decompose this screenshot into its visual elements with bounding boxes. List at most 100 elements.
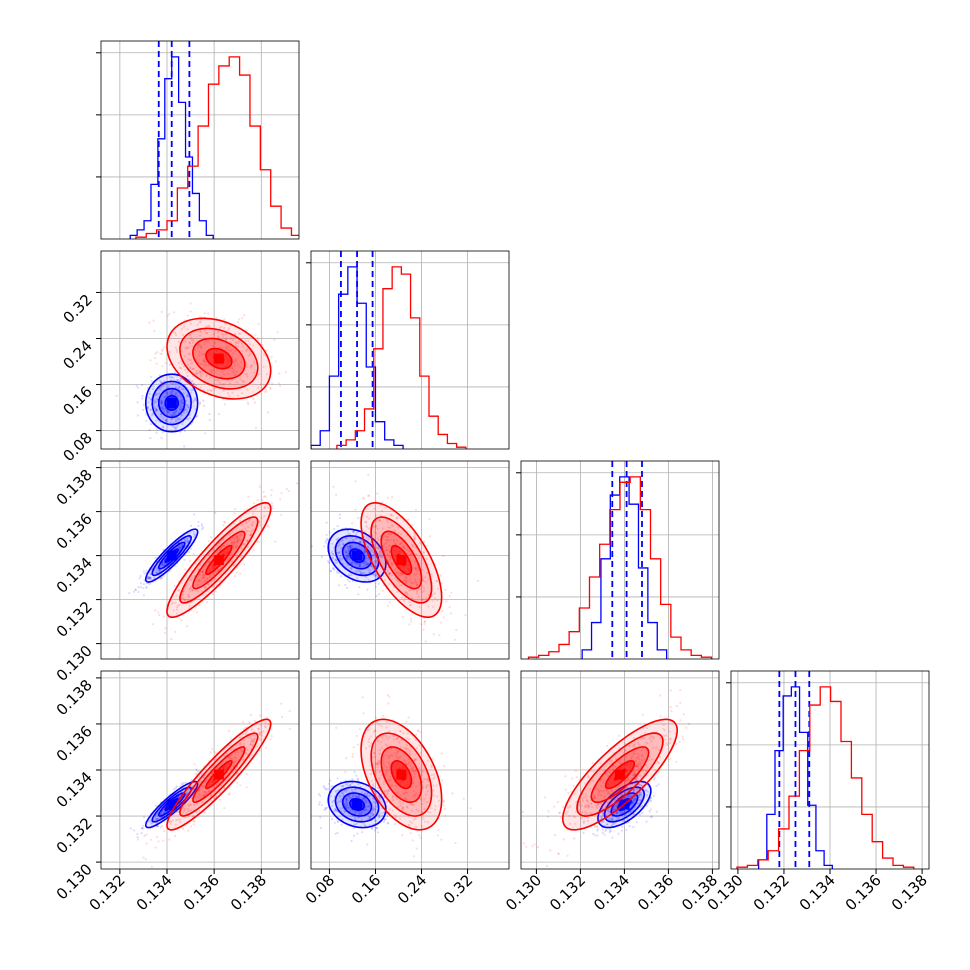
scatter-point — [337, 551, 340, 554]
scatter-point — [254, 334, 257, 337]
scatter-point — [353, 818, 356, 821]
scatter-point — [235, 554, 238, 557]
scatter-point — [651, 758, 654, 761]
scatter-point — [352, 823, 355, 826]
scatter-point — [210, 371, 213, 374]
contour-blue — [144, 373, 199, 433]
scatter-point — [398, 574, 401, 577]
scatter-point — [199, 401, 202, 404]
scatter-point — [142, 824, 145, 827]
scatter-point — [168, 376, 171, 379]
scatter-point — [639, 774, 642, 777]
scatter-point — [346, 806, 349, 809]
histogram-step-red — [736, 686, 915, 869]
scatter-point — [414, 825, 418, 828]
scatter-point — [375, 559, 378, 562]
scatter-point — [229, 538, 232, 541]
scatter-point — [588, 806, 591, 809]
scatter-point — [185, 399, 188, 403]
scatter-point — [597, 802, 600, 805]
scatter-point — [351, 544, 354, 548]
scatter-point — [190, 796, 193, 800]
scatter-point — [147, 401, 150, 404]
scatter-point — [159, 386, 162, 389]
scatter-point — [222, 524, 225, 527]
scatter-point — [235, 773, 238, 776]
scatter-point — [409, 764, 413, 767]
scatter-point — [206, 312, 210, 315]
contour-blue — [349, 797, 366, 812]
scatter-point — [182, 810, 185, 813]
contour-blue — [144, 528, 199, 583]
scatter-point — [364, 551, 367, 554]
scatter-point — [621, 825, 624, 829]
scatter-point — [345, 790, 348, 793]
scatter-point — [163, 829, 166, 833]
scatter-point — [386, 549, 389, 552]
scatter-point — [187, 829, 190, 832]
scatter-point — [233, 371, 236, 374]
scatter-point — [423, 807, 426, 810]
scatter-point — [235, 370, 238, 373]
scatter-point — [179, 378, 182, 381]
scatter-point — [154, 409, 158, 412]
scatter-point — [687, 723, 691, 726]
scatter-point — [342, 793, 345, 796]
scatter-point — [381, 812, 384, 815]
scatter-point — [199, 315, 202, 319]
scatter-point — [376, 492, 379, 495]
scatter-point — [390, 563, 393, 566]
scatter-point — [638, 793, 641, 796]
scatter-point — [267, 723, 270, 726]
scatter-point — [410, 620, 413, 623]
scatter-point — [181, 423, 184, 426]
scatter-point — [155, 821, 158, 824]
scatter-point — [274, 360, 277, 363]
scatter-point — [201, 525, 204, 528]
scatter-point — [207, 540, 210, 543]
scatter-point — [232, 748, 235, 751]
scatter-point — [179, 793, 182, 796]
scatter-point — [212, 388, 215, 391]
scatter-point — [233, 543, 236, 546]
scatter-point — [177, 806, 180, 809]
scatter-point — [157, 611, 160, 614]
scatter-point — [347, 532, 350, 535]
scatter-point — [134, 588, 137, 591]
scatter-point — [334, 810, 337, 813]
scatter-point — [414, 508, 418, 511]
scatter-point — [649, 816, 653, 819]
scatter-point — [165, 419, 168, 422]
scatter-point — [229, 757, 233, 760]
scatter-point — [159, 816, 162, 819]
scatter-point — [255, 507, 258, 510]
scatter-point — [354, 818, 357, 821]
scatter-point — [369, 547, 372, 550]
scatter-point — [208, 790, 211, 793]
scatter-point — [634, 773, 637, 776]
scatter-point — [190, 803, 193, 806]
scatter-point — [389, 556, 392, 559]
scatter-point — [270, 355, 273, 358]
scatter-point — [639, 763, 642, 766]
panel-2-1 — [310, 460, 510, 660]
scatter-point — [384, 743, 387, 746]
scatter-point — [391, 796, 394, 799]
scatter-point — [389, 533, 392, 536]
panel-1-0 — [100, 250, 300, 450]
scatter-point — [637, 767, 640, 770]
scatter-point — [403, 792, 406, 796]
scatter-point — [407, 758, 410, 761]
scatter-point — [374, 573, 377, 576]
scatter-point — [233, 563, 236, 566]
scatter-point — [404, 591, 407, 594]
scatter-point — [184, 340, 187, 343]
scatter-point — [362, 561, 366, 564]
scatter-point — [571, 777, 574, 780]
scatter-point — [224, 338, 227, 341]
scatter-point — [376, 827, 379, 830]
scatter-point — [413, 534, 417, 537]
scatter-point — [365, 792, 369, 795]
contour-red — [192, 337, 246, 380]
scatter-point — [600, 815, 603, 819]
